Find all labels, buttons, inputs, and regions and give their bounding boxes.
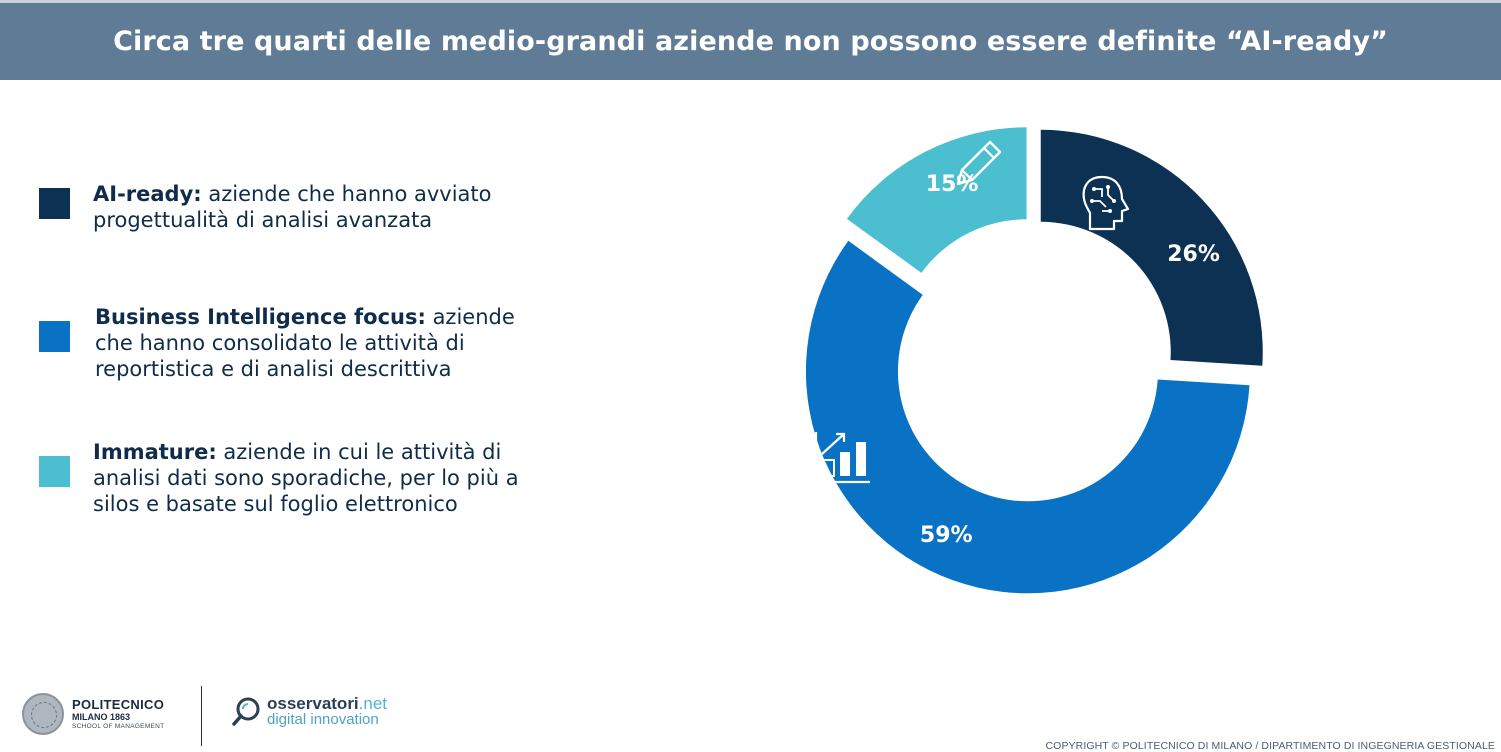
donut-chart: 26% 59% 15% xyxy=(805,127,1263,594)
legend-swatch-ai-ready xyxy=(39,188,70,219)
legend-desc: aziende che hanno consolidato le attivit… xyxy=(95,305,515,381)
page-title: Circa tre quarti delle medio-grandi azie… xyxy=(113,26,1388,57)
polimi-logo: POLITECNICO MILANO 1863 SCHOOL OF MANAGE… xyxy=(22,693,164,735)
osservatori-tld: .net xyxy=(358,694,388,713)
pencil-icon xyxy=(956,140,1002,186)
donut-slice-bi-focus xyxy=(805,240,1250,594)
magnifier-icon xyxy=(232,697,260,726)
bar-chart-growth-icon xyxy=(814,432,870,484)
legend-term: Business Intelligence focus: xyxy=(95,305,426,329)
brain-circuit-icon xyxy=(1082,175,1130,231)
footer-divider xyxy=(201,686,202,746)
legend-text-ai-ready: AI-ready: aziende che hanno avviato prog… xyxy=(93,181,533,233)
donut-slice-group-immature: 15% xyxy=(846,127,1027,273)
legend-term: AI-ready: xyxy=(93,182,202,206)
legend-desc: aziende in cui le attività di analisi da… xyxy=(93,440,519,516)
polimi-school: SCHOOL OF MANAGEMENT xyxy=(72,722,165,730)
legend-swatch-bi-focus xyxy=(39,321,70,352)
data-label-ai-ready: 26% xyxy=(1167,242,1220,267)
donut-slice-ai-ready xyxy=(1040,129,1263,366)
legend-desc: aziende che hanno avviato progettualità … xyxy=(93,182,492,232)
legend-swatch-immature xyxy=(39,456,70,487)
data-label-immature: 15% xyxy=(926,172,979,197)
osservatori-name: osservatori xyxy=(267,694,359,713)
donut-slice-group-ai-ready: 26% xyxy=(1040,129,1263,366)
legend-term: Immature: xyxy=(93,440,217,464)
polimi-name: POLITECNICO xyxy=(72,696,165,712)
osservatori-logo: osservatori.net digital innovation xyxy=(231,695,387,727)
polimi-city: MILANO 1863 xyxy=(72,711,131,722)
copyright-text: COPYRIGHT © POLITECNICO DI MILANO / DIPA… xyxy=(1045,740,1495,752)
data-label-bi-focus: 59% xyxy=(920,523,973,548)
title-banner: Circa tre quarti delle medio-grandi azie… xyxy=(0,3,1501,80)
donut-slice-immature xyxy=(846,127,1027,273)
donut-slice-group-bi-focus: 59% xyxy=(805,240,1250,594)
polimi-seal-icon xyxy=(22,693,64,735)
legend-text-immature: Immature: aziende in cui le attività di … xyxy=(93,439,533,517)
legend-text-bi-focus: Business Intelligence focus: aziende che… xyxy=(95,304,525,382)
osservatori-tagline: digital innovation xyxy=(267,711,379,728)
top-border xyxy=(0,0,1501,3)
